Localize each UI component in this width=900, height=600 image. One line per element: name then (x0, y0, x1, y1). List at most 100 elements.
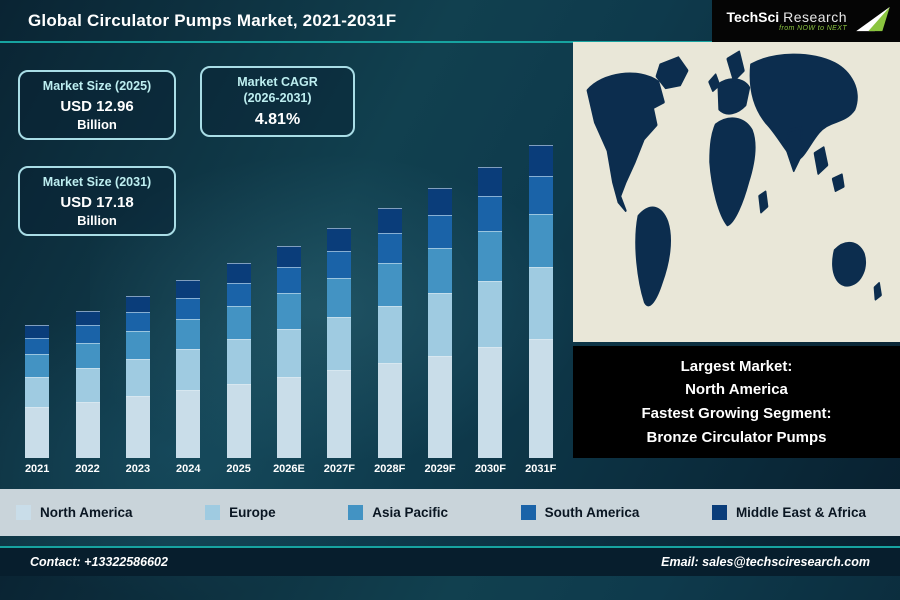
logo-arrow-icon (854, 5, 892, 38)
legend-label: South America (544, 505, 640, 520)
bar-segment (377, 208, 402, 234)
legend-label: Europe (229, 505, 276, 520)
x-axis-label: 2027F (323, 463, 355, 475)
market-cagr-label-line2: (2026-2031) (243, 90, 312, 105)
market-size-2031-box: Market Size (2031) USD 17.18 Billion (18, 166, 176, 236)
bar-segment (276, 292, 301, 329)
bar-segment (377, 363, 402, 458)
bar-segment (327, 278, 352, 318)
bar-segment (226, 282, 251, 307)
page-title: Global Circulator Pumps Market, 2021-203… (28, 11, 397, 30)
stacked-bar (478, 166, 503, 458)
legend-item: Europe (205, 505, 276, 520)
bar-segment (125, 396, 150, 458)
bar-segment (176, 279, 201, 298)
header-divider (0, 41, 900, 43)
legend-swatch (520, 505, 536, 520)
map-note: Largest Market: North America Fastest Gr… (573, 346, 900, 458)
bar-segment (75, 310, 100, 326)
market-cagr-value: 4.81% (254, 111, 301, 129)
bar-segment (75, 343, 100, 369)
bar-segment (478, 231, 503, 281)
bar-column: 2022 (62, 95, 112, 477)
bar-segment (75, 325, 100, 344)
bar-segment (75, 402, 100, 458)
bar-segment (377, 233, 402, 264)
stacked-bar (226, 263, 251, 458)
legend-item: North America (16, 505, 133, 520)
bar-segment (327, 317, 352, 371)
bar-column: 2023 (113, 95, 163, 477)
logo-tagline: from NOW to NEXT (779, 24, 847, 32)
legend-label: North America (40, 505, 133, 520)
bar-segment (25, 354, 50, 377)
bar-segment (428, 293, 453, 356)
bar-column: 2031F (516, 95, 566, 477)
legend-swatch (16, 505, 31, 520)
bar-segment (125, 359, 150, 397)
bar-segment (125, 311, 150, 332)
bar-segment (226, 263, 251, 283)
market-size-2025-unit: Billion (77, 116, 117, 132)
note-fastest-segment-value: Bronze Circulator Pumps (646, 428, 827, 446)
x-axis-label: 2023 (125, 463, 151, 475)
bar-column: 2029F (415, 95, 465, 477)
logo-name-part2: Research (783, 8, 847, 25)
note-fastest-segment-label: Fastest Growing Segment: (641, 405, 832, 422)
legend-label: Asia Pacific (372, 505, 448, 520)
bar-segment (528, 176, 553, 214)
bar-segment (276, 267, 301, 293)
bar-column: 2026E (264, 95, 314, 477)
bar-segment (176, 297, 201, 319)
market-size-2031-label: Market Size (2031) (42, 175, 152, 189)
bar-segment (428, 215, 453, 248)
bar-segment (528, 145, 553, 177)
bar-segment (377, 305, 402, 364)
stacked-bar-chart: 2021 2022 2023 2024 2025 2026E 2027F 2028F 2029F… (12, 95, 566, 477)
chart-legend: North America Europe Asia Pacific South Ame… (0, 489, 900, 536)
world-map (573, 42, 900, 342)
bar-segment (125, 295, 150, 312)
bar-segment (276, 328, 301, 378)
footer-bar: Contact: +13322586602 Email: sales@techs… (0, 546, 900, 576)
bar-column: 2025 (213, 95, 263, 477)
techsci-logo: TechSci Research from NOW to NEXT (712, 0, 900, 42)
stacked-bar (125, 295, 150, 458)
x-axis-label: 2024 (176, 463, 201, 475)
bar-segment (428, 355, 453, 458)
market-size-2025-label: Market Size (2025) (42, 79, 152, 93)
bar-segment (226, 306, 251, 340)
x-axis-label: 2021 (24, 463, 50, 475)
footer-email: Email: sales@techsciresearch.com (661, 555, 870, 569)
bar-segment (25, 325, 50, 339)
bar-segment (478, 280, 503, 348)
bar-segment (25, 376, 50, 408)
stacked-bar (428, 188, 453, 458)
bar-segment (428, 247, 453, 294)
logo-text: TechSci Research from NOW to NEXT (727, 10, 847, 32)
legend-item: Asia Pacific (348, 505, 448, 520)
note-largest-market-value: North America (685, 381, 788, 399)
bar-segment (75, 368, 100, 402)
bar-segment (528, 339, 553, 458)
stacked-bar (25, 325, 50, 458)
legend-swatch (711, 505, 727, 520)
bar-segment (176, 318, 201, 350)
bar-segment (478, 196, 503, 232)
stacked-bar (327, 227, 352, 458)
bar-segment (125, 331, 150, 360)
legend-swatch (205, 505, 221, 520)
bar-segment (176, 349, 201, 391)
stacked-bar (75, 310, 100, 458)
bar-segment (478, 166, 503, 197)
bar-segment (25, 407, 50, 458)
logo-name-part1: TechSci (726, 8, 780, 25)
bar-segment (226, 339, 251, 384)
x-axis-label: 2028F (374, 463, 406, 475)
x-axis-label: 2029F (424, 463, 456, 475)
bar-segment (428, 188, 453, 216)
bar-segment (327, 227, 352, 251)
stacked-bar (276, 245, 301, 458)
x-axis-label: 2030F (474, 463, 507, 475)
bar-segment (276, 245, 301, 268)
